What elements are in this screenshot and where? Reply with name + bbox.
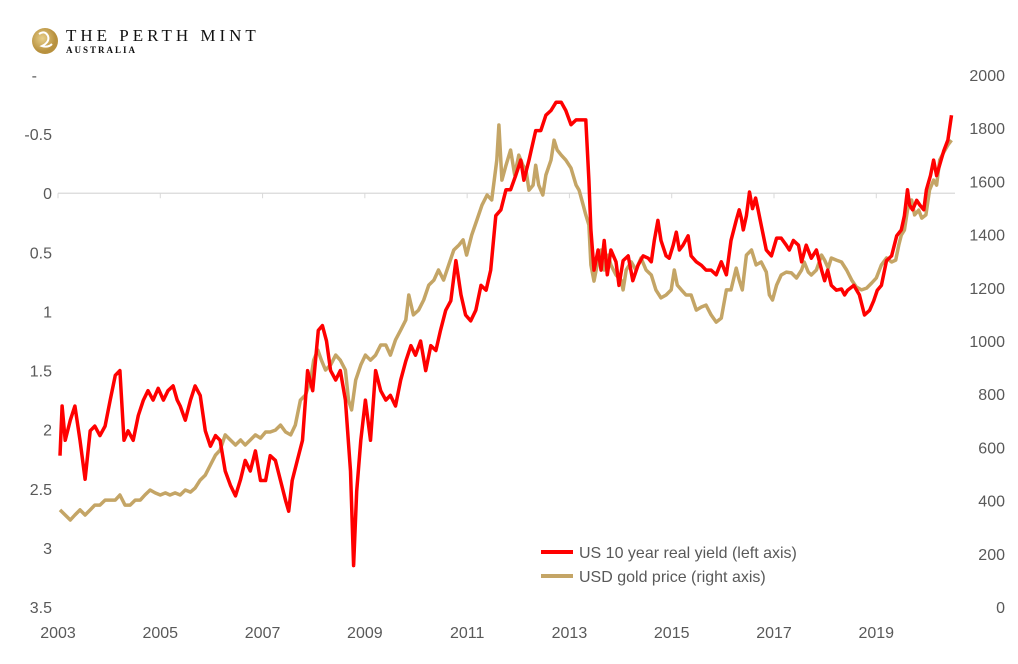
right-axis-tick-label: 400	[978, 494, 1005, 511]
left-axis-tick-label: 2	[43, 423, 52, 440]
x-tick-label: 2007	[245, 625, 281, 642]
real-yield-line	[58, 100, 954, 568]
x-tick-label: 2011	[450, 625, 485, 642]
left-axis-tick-label: 2.5	[30, 482, 52, 499]
left-axis-tick-label: -	[32, 68, 37, 85]
x-tick-label: 2013	[552, 625, 588, 642]
legend-label-yield: US 10 year real yield (left axis)	[579, 545, 797, 562]
x-tick-label: 2003	[40, 625, 76, 642]
left-axis-tick-label: 1.5	[30, 364, 52, 381]
right-axis-tick-label: 1800	[969, 121, 1005, 138]
legend: US 10 year real yield (left axis) USD go…	[541, 545, 797, 586]
x-tick-label: 2017	[756, 625, 792, 642]
left-axis-tick-label: 0.5	[30, 245, 52, 262]
perth-mint-logo: THE PERTH MINT AUSTRALIA	[30, 26, 260, 56]
swan-logo-icon	[32, 28, 58, 54]
legend-label-gold: USD gold price (right axis)	[579, 569, 766, 586]
right-axis-tick-label: 1000	[969, 334, 1005, 351]
gold-price-line	[58, 123, 953, 522]
left-axis-tick-label: -0.5	[24, 127, 52, 144]
right-axis-tick-label: 2000	[969, 68, 1005, 85]
right-axis-tick-label: 600	[978, 440, 1005, 457]
right-axis-tick-label: 1600	[969, 174, 1005, 191]
right-axis-tick-label: 200	[978, 547, 1005, 564]
right-axis-tick-label: 0	[996, 600, 1005, 617]
x-tick-label: 2005	[142, 625, 178, 642]
x-tick-label: 2015	[654, 625, 690, 642]
left-axis-tick-label: 3.5	[30, 600, 52, 617]
x-tick-label: 2019	[858, 625, 894, 642]
x-tick-label: 2009	[347, 625, 383, 642]
right-axis-tick-label: 1400	[969, 228, 1005, 245]
left-axis-tick-label: 0	[43, 186, 52, 203]
logo-sub: AUSTRALIA	[66, 45, 138, 55]
left-axis-tick-label: 1	[43, 304, 52, 321]
left-axis-tick-label: 3	[43, 541, 52, 558]
logo-name: THE PERTH MINT	[66, 26, 260, 45]
right-axis-tick-label: 800	[978, 387, 1005, 404]
right-axis-tick-label: 1200	[969, 281, 1005, 298]
